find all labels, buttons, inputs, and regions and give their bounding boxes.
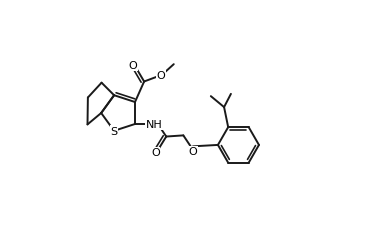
Text: O: O [157,70,166,80]
Text: O: O [189,147,197,157]
Text: O: O [151,148,160,158]
Text: NH: NH [145,119,162,129]
Text: S: S [110,126,118,136]
Text: O: O [129,61,138,71]
